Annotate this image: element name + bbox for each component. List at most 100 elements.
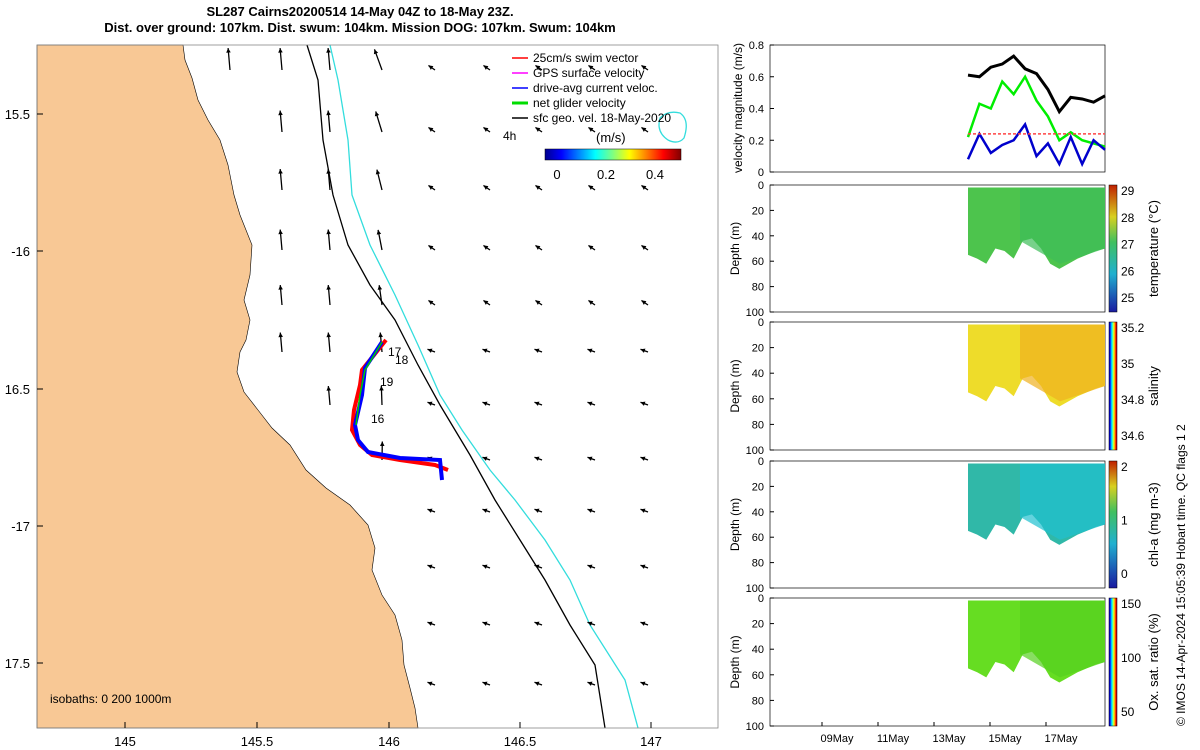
isobath-1000-eddy — [658, 111, 687, 143]
velocity-arrowhead — [534, 456, 540, 461]
day-label: 19 — [380, 375, 394, 389]
velocity-arrowhead — [588, 65, 594, 70]
velocity-arrowhead — [278, 169, 283, 174]
velocity-arrowhead — [326, 386, 331, 391]
depth-tick-label: 0 — [758, 593, 764, 605]
velocity-arrowhead — [482, 456, 488, 461]
depth-tick-label: 80 — [752, 282, 764, 294]
velocity-arrowhead — [482, 401, 488, 406]
velocity-arrowhead — [378, 332, 383, 338]
velocity-arrowhead — [427, 508, 433, 513]
colorbar — [544, 148, 682, 161]
depth-tick-label: 20 — [752, 481, 764, 493]
depth-tick-label: 0 — [758, 456, 764, 468]
velocity-arrowhead — [641, 185, 647, 190]
map-y-tick-label: 16.5 — [5, 382, 30, 397]
velocity-arrowhead — [587, 401, 593, 406]
day-label: 17 — [388, 345, 402, 359]
legend-entry: net glider velocity — [533, 96, 626, 110]
velocity-arrowhead — [588, 127, 594, 132]
legend-entry: 25cm/s swim vector — [533, 51, 638, 65]
section-fill-variation — [1020, 187, 1105, 264]
section-colorbar-label: Ox. sat. ratio (%) — [1146, 613, 1161, 711]
map-frame — [36, 44, 719, 729]
depth-tick-label: 100 — [746, 583, 764, 595]
depth-axis-label: Depth (m) — [728, 635, 742, 688]
velocity-arrowhead — [428, 127, 434, 132]
velocity-arrowhead — [278, 285, 283, 290]
velocity-arrowhead — [377, 285, 383, 290]
velocity-arrowhead — [483, 127, 489, 132]
depth-tick-label: 40 — [752, 231, 764, 243]
velocity-arrowhead — [326, 48, 331, 53]
colorbar-tick-label: 0 — [1121, 567, 1128, 581]
velocity-arrowhead — [534, 621, 540, 626]
depth-tick-label: 100 — [746, 721, 764, 733]
velocity-y-tick-label: 0 — [758, 167, 764, 179]
map-x-tick-label: 145 — [114, 734, 136, 749]
velocity-y-tick-label: 0.4 — [749, 104, 764, 116]
colorbar-tick-label: 50 — [1121, 705, 1135, 719]
velocity-arrowhead — [535, 300, 541, 305]
isobath-1000 — [329, 44, 639, 729]
velocity-arrowhead — [641, 300, 647, 305]
velocity-arrowhead — [534, 508, 540, 513]
panel-frame — [769, 44, 1106, 173]
section-colorbar — [1108, 321, 1118, 451]
depth-tick-label: 20 — [752, 619, 764, 631]
day-label: 16 — [371, 412, 385, 426]
colorbar-ticks: 0 0.2 0.4 — [553, 167, 664, 182]
velocity-arrowhead — [427, 564, 433, 569]
time-x-tick-label: 17May — [1044, 733, 1078, 745]
chart-title: SL287 Cairns20200514 14-May 04Z to 18-Ma… — [0, 4, 720, 36]
time-x-tick-label: 11May — [877, 733, 910, 745]
legend-entry: GPS surface velocity — [533, 66, 644, 80]
time-x-tick-label: 13May — [932, 733, 966, 745]
depth-tick-label: 0 — [758, 317, 764, 329]
velocity-arrowhead — [482, 508, 488, 513]
velocity-arrowhead — [427, 348, 433, 353]
velocity-arrowhead — [534, 401, 540, 406]
map-y-tick-label: 15.5 — [5, 107, 30, 122]
velocity-arrowhead — [482, 564, 488, 569]
colorbar-tick-label: 35.2 — [1121, 321, 1145, 335]
depth-tick-label: 20 — [752, 343, 764, 355]
section-colorbar-label: chl-a (mg m-3) — [1146, 482, 1161, 567]
velocity-arrowhead — [640, 621, 646, 626]
velocity-series-line — [967, 54, 1106, 115]
map-y-tick-label: -17 — [11, 519, 30, 534]
velocity-arrowhead — [278, 48, 283, 53]
depth-tick-label: 60 — [752, 256, 764, 268]
depth-tick-label: 100 — [746, 445, 764, 457]
velocity-arrowhead — [534, 681, 540, 686]
depth-tick-label: 60 — [752, 670, 764, 682]
section-fill-variation — [1020, 600, 1105, 678]
colorbar-tick-label: 35 — [1121, 357, 1135, 371]
depth-axis-label: Depth (m) — [728, 359, 742, 412]
velocity-arrowhead — [428, 300, 434, 305]
time-x-tick-label: 09May — [820, 733, 854, 745]
velocity-arrowhead — [534, 348, 540, 353]
velocity-arrowhead — [587, 681, 593, 686]
velocity-arrowhead — [428, 65, 434, 70]
velocity-arrowhead — [482, 348, 488, 353]
section-colorbar-label: temperature (°C) — [1146, 200, 1161, 297]
depth-tick-label: 100 — [746, 307, 764, 319]
velocity-y-label: velocity magnitude (m/s) — [731, 43, 745, 173]
colorbar-tick-label: 1 — [1121, 514, 1128, 528]
depth-axis-label: Depth (m) — [728, 222, 742, 275]
day-label: 18 — [395, 353, 409, 367]
depth-tick-label: 60 — [752, 532, 764, 544]
velocity-arrowhead — [226, 48, 231, 53]
velocity-arrowhead — [326, 169, 331, 174]
map-x-tick-label: 145.5 — [241, 734, 274, 749]
depth-tick-label: 0 — [758, 180, 764, 192]
legend-entry: sfc geo. vel. 18-May-2020 — [533, 111, 671, 125]
velocity-arrowhead — [587, 564, 593, 569]
depth-tick-label: 80 — [752, 419, 764, 431]
velocity-series-line — [966, 121, 1106, 168]
velocity-arrowhead — [374, 111, 380, 117]
